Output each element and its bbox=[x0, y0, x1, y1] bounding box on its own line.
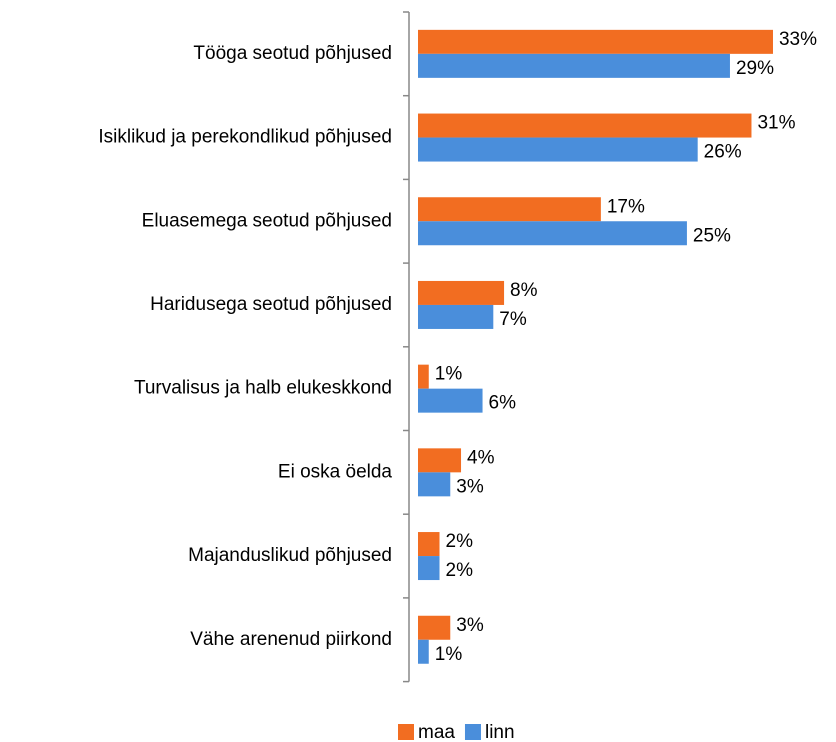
value-label: 2% bbox=[446, 531, 474, 552]
legend-label: maa bbox=[418, 722, 455, 742]
bar bbox=[418, 364, 429, 389]
value-label: 25% bbox=[693, 225, 731, 246]
category-label: Haridusega seotud põhjused bbox=[150, 294, 392, 315]
bar bbox=[418, 304, 494, 329]
bar bbox=[418, 448, 462, 473]
category-label: Ei oska öelda bbox=[278, 461, 393, 482]
bar bbox=[418, 639, 429, 664]
value-label: 6% bbox=[489, 393, 517, 414]
bar bbox=[418, 221, 687, 246]
category-label: Eluasemega seotud põhjused bbox=[142, 210, 392, 231]
value-label: 3% bbox=[456, 476, 484, 497]
bar bbox=[418, 280, 505, 305]
legend-swatch bbox=[464, 724, 481, 740]
value-label: 1% bbox=[435, 364, 463, 385]
category-label: Tööga seotud põhjused bbox=[193, 43, 392, 64]
category-label: Vähe arenenud piirkond bbox=[190, 629, 392, 650]
category-label: Turvalisus ja halb elukeskkond bbox=[134, 378, 392, 399]
bar bbox=[418, 53, 730, 78]
bar bbox=[418, 532, 440, 557]
value-label: 29% bbox=[736, 58, 774, 79]
bar bbox=[418, 388, 483, 413]
bar bbox=[418, 137, 698, 162]
legend-swatch bbox=[398, 724, 414, 740]
value-label: 26% bbox=[704, 142, 742, 163]
bar bbox=[418, 29, 773, 54]
value-label: 17% bbox=[607, 196, 645, 217]
category-label: Isiklikud ja perekondlikud põhjused bbox=[98, 127, 392, 148]
bar bbox=[418, 113, 752, 138]
value-label: 33% bbox=[779, 29, 817, 50]
category-label: Majanduslikud põhjused bbox=[188, 545, 392, 566]
bar bbox=[418, 615, 451, 640]
bar bbox=[418, 556, 440, 581]
bar bbox=[418, 197, 601, 222]
value-label: 1% bbox=[435, 644, 463, 665]
value-label: 2% bbox=[446, 560, 474, 581]
value-label: 4% bbox=[467, 447, 495, 468]
value-label: 31% bbox=[757, 113, 795, 134]
value-label: 8% bbox=[510, 280, 538, 301]
value-label: 3% bbox=[456, 615, 484, 636]
bar bbox=[418, 472, 451, 497]
value-label: 7% bbox=[499, 309, 527, 330]
legend-label: linn bbox=[485, 722, 515, 742]
